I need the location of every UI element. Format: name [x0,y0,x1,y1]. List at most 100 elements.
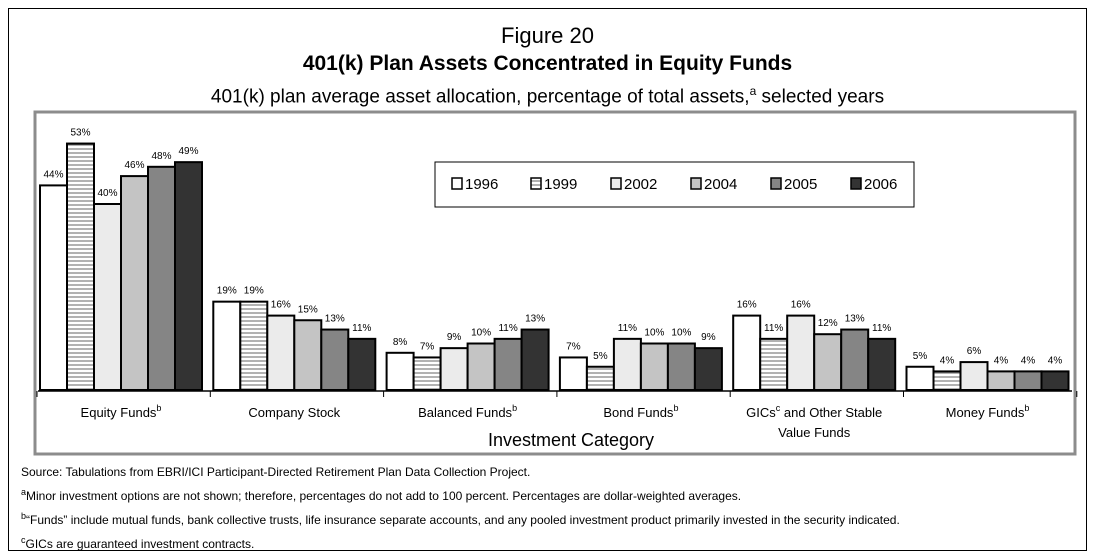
legend-swatch-2005 [770,177,782,190]
footnote-c: cGICs are guaranteed investment contract… [21,530,900,554]
legend-swatch-1999 [530,177,542,190]
figure-label: Figure 20 [501,23,594,48]
bar-2006-1 [347,337,377,392]
footnote-b-text: “Funds” include mutual funds, bank colle… [26,513,900,527]
footnote-c-mark: c [21,535,26,545]
figure-frame [8,8,1087,551]
category-label: Bond Fundsb [603,403,678,420]
legend-label-2005: 2005 [784,176,817,193]
bar-1996-0 [39,184,68,391]
data-label: 9% [447,332,462,343]
data-label: 7% [420,341,435,352]
subtitle-tail: selected years [756,86,885,108]
legend-box [434,161,915,208]
legend-label-2002: 2002 [624,176,657,193]
data-label: 5% [913,351,928,362]
bar-2005-4 [840,328,870,391]
data-label: 9% [701,332,716,343]
data-label: 4% [1021,355,1036,366]
footnote-a-text: Minor investment options are not shown; … [26,489,742,503]
data-label: 44% [43,169,63,180]
plot-area-border [33,110,1077,456]
legend-swatch-2006 [850,177,862,190]
bar-1999-1 [239,300,269,391]
bar-1999-3 [585,365,615,391]
subtitle-text: 401(k) plan average asset allocation, pe… [210,86,750,108]
bar-2004-2 [466,342,496,391]
data-label: 19% [217,286,237,297]
bar-2002-5 [959,361,989,392]
data-label: 16% [271,300,291,311]
category-label: Equity Fundsb [81,403,162,420]
data-label: 12% [818,318,838,329]
bar-1996-1 [212,300,242,391]
footnote-a: aMinor investment options are not shown;… [21,482,900,506]
footnote-b-mark: b [21,511,27,521]
category-label-line2: Value Funds [778,425,851,440]
category-label-text: Balanced Funds [418,405,512,420]
bar-2006-0 [174,161,203,391]
data-label: 10% [471,328,491,339]
bar-1996-3 [558,356,588,392]
data-label: 16% [791,300,811,311]
category-footnote-mark: b [673,403,678,413]
legend-swatch-1996 [451,177,463,190]
data-label: 48% [151,151,171,162]
subtitle-footnote-mark: a [749,84,757,98]
category-label: GICsc and Other Stable [746,403,882,420]
bar-2006-4 [867,337,897,392]
bar-2005-5 [1013,370,1043,391]
legend-label-2006: 2006 [864,176,897,193]
bar-1999-2 [412,356,442,392]
bar-2006-2 [520,328,550,391]
bar-1999-4 [759,337,789,392]
bar-2004-1 [293,319,323,391]
bar-1996-2 [385,351,415,391]
bar-1999-5 [932,370,962,391]
chart-subtitle: 401(k) plan average asset allocation, pe… [0,84,1095,108]
bar-2005-1 [320,328,350,391]
bar-2006-5 [1040,370,1070,391]
bar-2005-3 [666,342,696,391]
data-label: 15% [298,304,318,315]
data-label: 10% [671,328,691,339]
category-footnote-mark: b [512,403,517,413]
bar-2004-3 [639,342,669,391]
category-footnote-mark: b [1024,403,1029,413]
bar-1996-4 [732,314,762,392]
data-label: 11% [498,323,517,334]
category-label-text-2: and Other Stable [780,405,882,420]
category-label-text: Bond Funds [603,405,674,420]
x-axis-title: Investment Category [488,430,654,450]
legend-label-2004: 2004 [704,176,737,193]
footnotes: Source: Tabulations from EBRI/ICI Partic… [21,462,900,554]
data-label: 53% [70,128,90,139]
bar-2005-0 [147,165,176,391]
data-label: 13% [845,314,865,325]
legend-label-1996: 1996 [465,176,498,193]
footnote-c-text: GICs are guaranteed investment contracts… [25,537,255,551]
category-label: Balanced Fundsb [418,403,517,420]
bar-2002-4 [786,314,816,392]
bar-1996-5 [905,365,935,391]
data-label: 16% [737,300,757,311]
data-label: 40% [97,188,117,199]
footnote-a-mark: a [21,487,27,497]
data-label: 49% [178,146,198,157]
data-label: 11% [872,323,891,334]
legend-label-1999: 1999 [544,176,577,193]
data-label: 19% [244,286,264,297]
bar-2002-2 [439,347,469,391]
bar-2006-3 [693,347,723,391]
bar-2004-4 [813,333,843,392]
footnote-source: Source: Tabulations from EBRI/ICI Partic… [21,465,531,479]
data-label: 6% [967,346,982,357]
bar-1999-0 [66,142,95,391]
data-label: 11% [352,323,371,334]
bar-2004-0 [120,175,149,391]
category-label-text: Money Funds [946,405,1025,420]
category-label: Company Stock [248,405,340,420]
data-label: 4% [1048,355,1063,366]
bar-2002-0 [93,203,122,391]
